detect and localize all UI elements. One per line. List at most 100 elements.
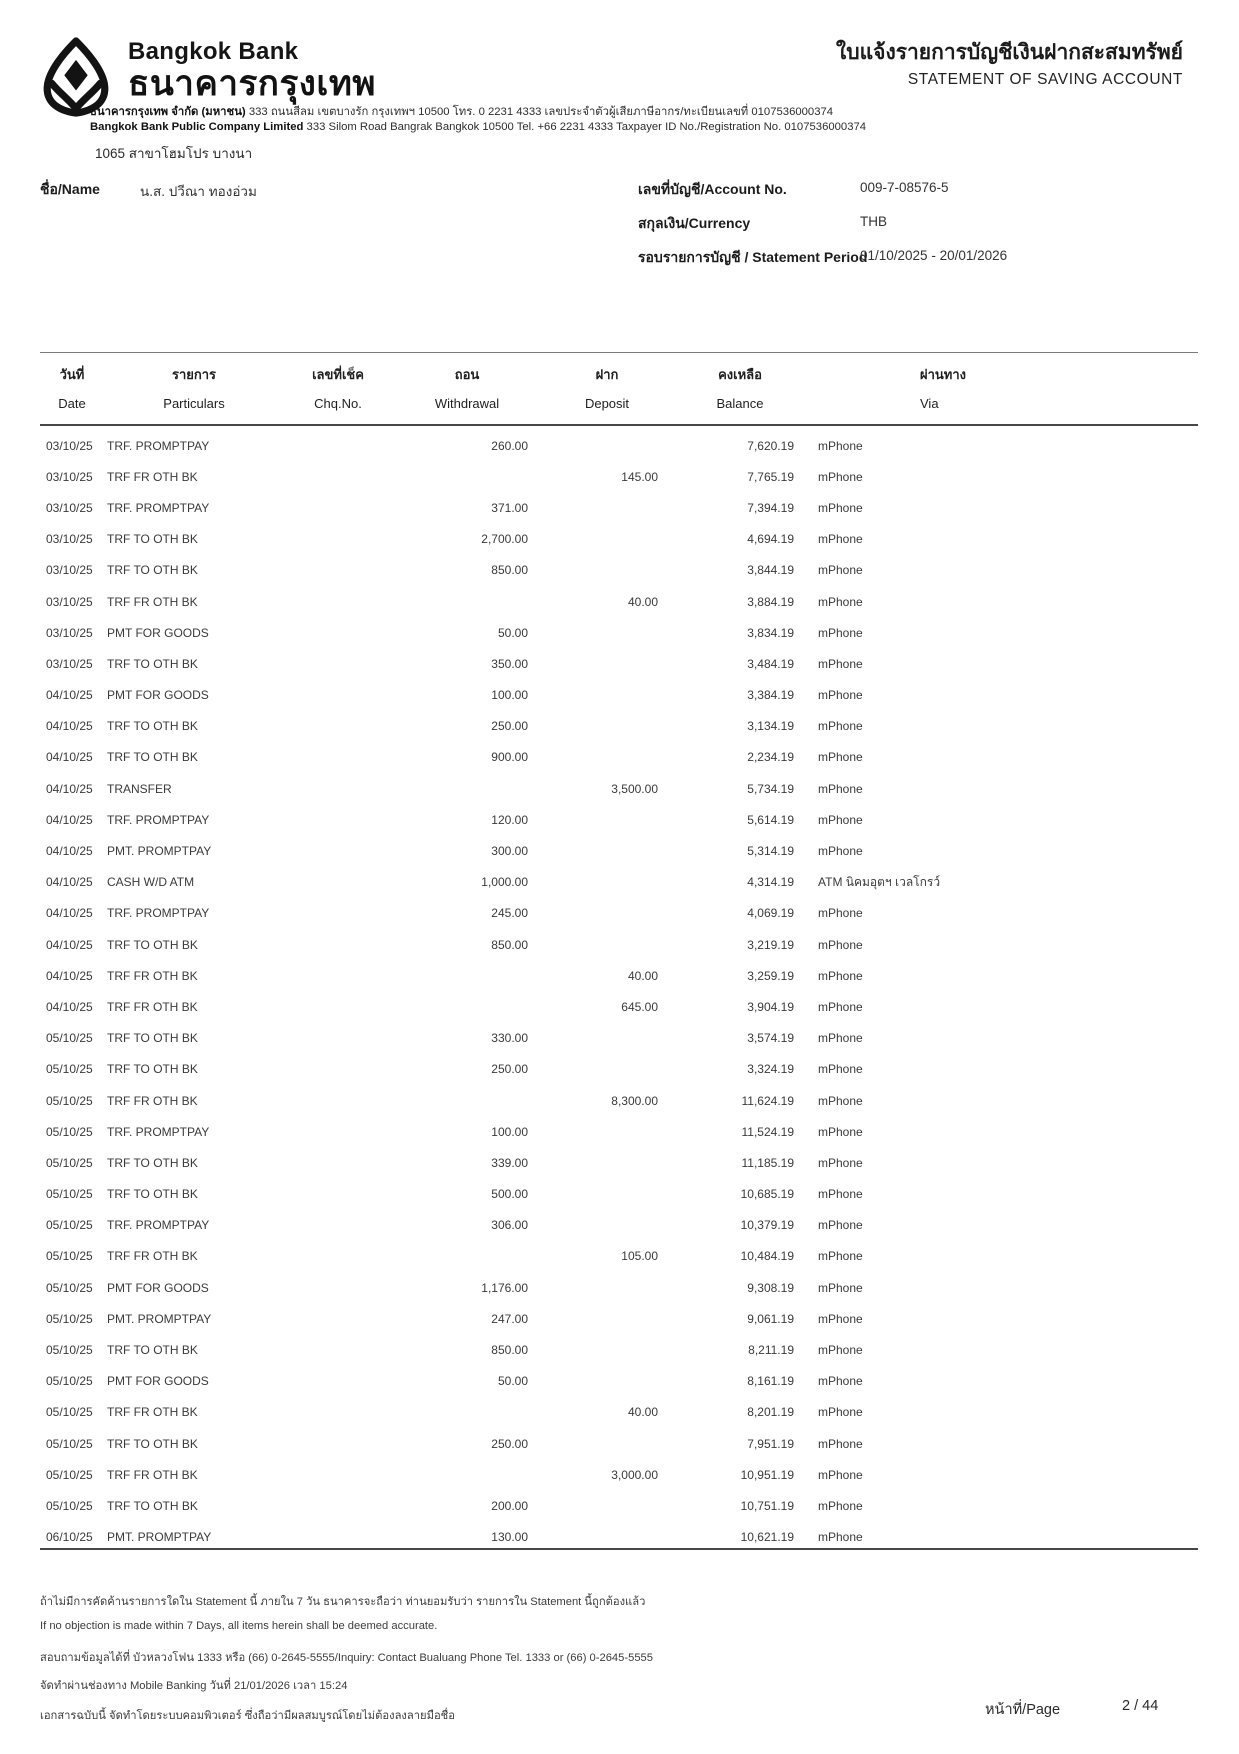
cell-deposit: 40.00: [627, 968, 658, 983]
cell-date: 05/10/25: [46, 1093, 93, 1108]
bank-address-thai: ธนาคารกรุงเทพ จำกัด (มหาชน) 333 ถนนสีลม …: [90, 105, 866, 120]
transaction-row: 05/10/25 TRF TO OTH BK 200.00 10,751.19 …: [40, 1490, 1198, 1521]
bank-address-english: Bangkok Bank Public Company Limited 333 …: [90, 120, 866, 135]
cell-withdrawal: 250.00: [491, 719, 528, 734]
cell-particulars: TRF. PROMPTPAY: [107, 438, 210, 453]
transaction-row: 03/10/25 TRF TO OTH BK 850.00 3,844.19 m…: [40, 555, 1198, 586]
cell-particulars: TRF. PROMPTPAY: [107, 906, 210, 921]
cell-date: 04/10/25: [46, 999, 93, 1014]
cell-via: mPhone: [818, 1124, 863, 1139]
transaction-row: 03/10/25 TRF. PROMPTPAY 260.00 7,620.19 …: [40, 430, 1198, 461]
cell-particulars: TRF. PROMPTPAY: [107, 1124, 210, 1139]
cell-date: 04/10/25: [46, 937, 93, 952]
cell-particulars: TRF TO OTH BK: [107, 937, 198, 952]
cell-via: mPhone: [818, 1311, 863, 1326]
cell-withdrawal: 130.00: [491, 1530, 528, 1545]
cell-particulars: PMT FOR GOODS: [107, 1374, 209, 1389]
cell-date: 05/10/25: [46, 1343, 93, 1358]
cell-withdrawal: 50.00: [497, 1374, 528, 1389]
transaction-row: 04/10/25 TRF TO OTH BK 850.00 3,219.19 m…: [40, 929, 1198, 960]
bank-address: ธนาคารกรุงเทพ จำกัด (มหาชน) 333 ถนนสีลม …: [90, 105, 866, 134]
cell-via: mPhone: [818, 1530, 863, 1545]
cell-balance: 10,685.19: [740, 1187, 794, 1202]
cell-via: mPhone: [818, 563, 863, 578]
currency-value: THB: [860, 214, 887, 229]
cell-balance: 4,069.19: [747, 906, 794, 921]
cell-via: mPhone: [818, 844, 863, 859]
transaction-row: 04/10/25 TRF FR OTH BK 645.00 3,904.19 m…: [40, 991, 1198, 1022]
cell-date: 04/10/25: [46, 719, 93, 734]
cell-date: 05/10/25: [46, 1374, 93, 1389]
cell-via: mPhone: [818, 469, 863, 484]
transaction-row: 05/10/25 PMT FOR GOODS 1,176.00 9,308.19…: [40, 1272, 1198, 1303]
transaction-row: 05/10/25 TRF FR OTH BK 8,300.00 11,624.1…: [40, 1085, 1198, 1116]
cell-withdrawal: 250.00: [491, 1436, 528, 1451]
cell-via: mPhone: [818, 1374, 863, 1389]
transaction-row: 04/10/25 PMT FOR GOODS 100.00 3,384.19 m…: [40, 680, 1198, 711]
cell-particulars: TRF FR OTH BK: [107, 999, 198, 1014]
transaction-row: 04/10/25 TRF TO OTH BK 900.00 2,234.19 m…: [40, 742, 1198, 773]
cell-withdrawal: 247.00: [491, 1311, 528, 1326]
cell-particulars: CASH W/D ATM: [107, 875, 195, 890]
cell-via: mPhone: [818, 1498, 863, 1513]
cell-balance: 3,834.19: [747, 625, 794, 640]
currency-label: สกุลเงิน/Currency: [638, 215, 751, 231]
cell-particulars: TRF TO OTH BK: [107, 1031, 198, 1046]
name-value: น.ส. ปวีณา ทองอ่วม: [140, 184, 257, 199]
cell-particulars: TRF. PROMPTPAY: [107, 812, 210, 827]
transaction-row: 04/10/25 TRF. PROMPTPAY 120.00 5,614.19 …: [40, 804, 1198, 835]
cell-withdrawal: 50.00: [497, 625, 528, 640]
cell-particulars: TRF TO OTH BK: [107, 532, 198, 547]
col-header-deposit-en: Deposit: [584, 396, 630, 411]
cell-via: ATM นิคมอุตฯ เวลโกรว์: [818, 874, 941, 889]
table-header-thai: วันที่ รายการ เลขที่เช็ค ถอน ฝาก คงเหลือ…: [40, 364, 1198, 385]
cell-deposit: 8,300.00: [611, 1093, 658, 1108]
cell-balance: 7,620.19: [747, 438, 794, 453]
bank-name-english: Bangkok Bank: [128, 38, 299, 65]
cell-date: 04/10/25: [46, 688, 93, 703]
cell-particulars: TRF TO OTH BK: [107, 1155, 198, 1170]
cell-balance: 7,394.19: [747, 500, 794, 515]
cell-particulars: PMT FOR GOODS: [107, 688, 209, 703]
transaction-row: 04/10/25 TRF FR OTH BK 40.00 3,259.19 mP…: [40, 960, 1198, 991]
cell-via: mPhone: [818, 656, 863, 671]
cell-balance: 9,308.19: [747, 1280, 794, 1295]
col-header-balance-en: Balance: [716, 396, 764, 411]
col-header-particulars-en: Particulars: [163, 396, 225, 411]
cell-balance: 11,624.19: [741, 1093, 795, 1108]
transaction-row: 05/10/25 TRF TO OTH BK 330.00 3,574.19 m…: [40, 1023, 1198, 1054]
transaction-row: 05/10/25 TRF FR OTH BK 40.00 8,201.19 mP…: [40, 1397, 1198, 1428]
table-header-rule: [40, 424, 1198, 426]
col-header-chqno-en: Chq.No.: [314, 396, 362, 411]
cell-date: 03/10/25: [46, 563, 93, 578]
cell-date: 05/10/25: [46, 1062, 93, 1077]
cell-date: 04/10/25: [46, 781, 93, 796]
col-header-via-en: Via: [920, 396, 939, 411]
col-header-particulars-th: รายการ: [171, 367, 217, 382]
cell-balance: 3,324.19: [747, 1062, 794, 1077]
cell-via: mPhone: [818, 688, 863, 703]
cell-balance: 7,951.19: [747, 1436, 794, 1451]
cell-withdrawal: 500.00: [491, 1187, 528, 1202]
cell-particulars: TRF FR OTH BK: [107, 968, 198, 983]
cell-balance: 5,614.19: [747, 812, 794, 827]
transaction-row: 05/10/25 TRF FR OTH BK 3,000.00 10,951.1…: [40, 1459, 1198, 1490]
statement-period-value: 01/10/2025 - 20/01/2026: [860, 248, 1008, 263]
cell-withdrawal: 850.00: [491, 1343, 528, 1358]
cell-via: mPhone: [818, 594, 863, 609]
cell-particulars: PMT. PROMPTPAY: [107, 1530, 212, 1545]
transaction-row: 05/10/25 TRF. PROMPTPAY 306.00 10,379.19…: [40, 1210, 1198, 1241]
cell-date: 04/10/25: [46, 750, 93, 765]
transaction-row: 05/10/25 TRF TO OTH BK 250.00 3,324.19 m…: [40, 1054, 1198, 1085]
transaction-row: 05/10/25 TRF. PROMPTPAY 100.00 11,524.19…: [40, 1116, 1198, 1147]
cell-date: 06/10/25: [46, 1530, 93, 1545]
bank-address-thai-text: 333 ถนนสีลม เขตบางรัก กรุงเทพฯ 10500 โทร…: [245, 106, 834, 118]
table-header-english: Date Particulars Chq.No. Withdrawal Depo…: [40, 396, 1198, 411]
cell-withdrawal: 339.00: [491, 1155, 528, 1170]
table-top-rule: [40, 352, 1198, 353]
transaction-row: 03/10/25 TRF TO OTH BK 350.00 3,484.19 m…: [40, 648, 1198, 679]
cell-via: mPhone: [818, 1155, 863, 1170]
cell-date: 05/10/25: [46, 1218, 93, 1233]
transaction-row: 06/10/25 PMT. PROMPTPAY 130.00 10,621.19…: [40, 1522, 1198, 1553]
cell-date: 04/10/25: [46, 844, 93, 859]
